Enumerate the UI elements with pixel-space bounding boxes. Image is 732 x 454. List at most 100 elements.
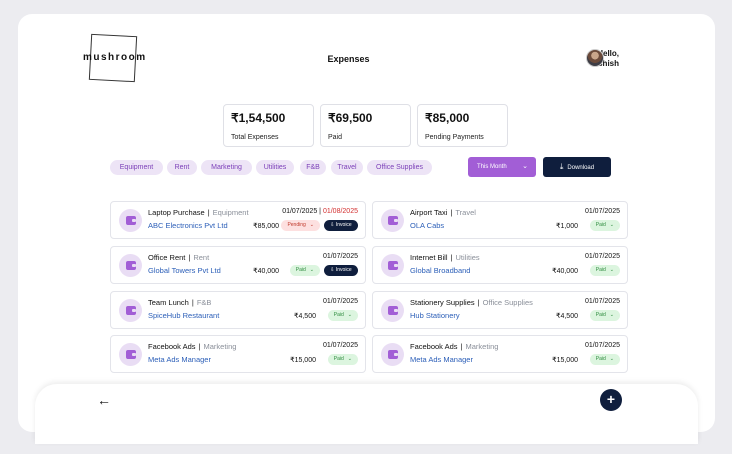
expense-date: 01/07/2025 (584, 342, 620, 349)
plus-icon: + (606, 391, 616, 407)
expense-amount: ₹40,000 (552, 268, 578, 275)
bottom-nav-bar (35, 384, 698, 444)
expense-date: 01/07/2025 (584, 298, 620, 305)
download-button[interactable]: ⤓ Download (543, 157, 611, 177)
greeting-text: Hello, (597, 49, 619, 58)
wallet-icon (381, 209, 404, 232)
expense-title: Internet Bill | Utilities (410, 253, 480, 262)
user-name: Ashish (592, 59, 619, 68)
expense-card[interactable]: Office Rent | Rent Global Towers Pvt Ltd 0… (110, 246, 366, 284)
status-badge[interactable]: Paid ⌄ (327, 354, 358, 365)
expense-card[interactable]: Team Lunch | F&B SpiceHub Restaurant 01/07… (110, 291, 366, 329)
filter-chip-utilities[interactable]: Utilities (256, 160, 294, 175)
chevron-down-icon: ⌄ (609, 356, 614, 362)
expense-date: 01/07/2025 | 01/08/2025 (282, 208, 358, 215)
filter-chip-travel[interactable]: Travel (331, 160, 363, 175)
expense-vendor[interactable]: Meta Ads Manager (410, 355, 473, 364)
chevron-down-icon: ⌄ (609, 312, 614, 318)
expense-amount: ₹15,000 (290, 357, 316, 364)
expense-card[interactable]: Facebook Ads | Marketing Meta Ads Manager … (110, 335, 366, 373)
expense-vendor[interactable]: SpiceHub Restaurant (148, 311, 220, 320)
status-badge[interactable]: Pending ⌄ (281, 220, 320, 231)
stat-pending-payments: ₹85,000 Pending Payments (417, 104, 508, 147)
expense-card[interactable]: Stationery Supplies | Office Supplies Hub … (372, 291, 628, 329)
expense-date: 01/07/2025 (322, 253, 358, 260)
expense-date: 01/07/2025 (322, 342, 358, 349)
filter-chip-rent[interactable]: Rent (167, 160, 197, 175)
wallet-icon (381, 254, 404, 277)
arrow-left-icon[interactable]: ← (97, 392, 111, 408)
wallet-icon (119, 343, 142, 366)
stat-paid: ₹69,500 Paid (320, 104, 411, 147)
expense-date: 01/07/2025 (322, 298, 358, 305)
wallet-icon (119, 209, 142, 232)
brand-logo: mushroom (83, 52, 147, 63)
expense-card[interactable]: Airport Taxi | Travel OLA Cabs 01/07/2025 … (372, 201, 628, 239)
expense-card[interactable]: Laptop Purchase | Equipment ABC Electronic… (110, 201, 366, 239)
wallet-icon (381, 343, 404, 366)
status-badge[interactable]: Paid ⌄ (589, 310, 620, 321)
wallet-icon (119, 299, 142, 322)
expense-title: Airport Taxi | Travel (410, 208, 476, 217)
filter-chip-office-supplies[interactable]: Office Supplies (367, 160, 432, 175)
expense-vendor[interactable]: ABC Electronics Pvt Ltd (148, 221, 228, 230)
expense-amount: ₹4,500 (294, 313, 316, 320)
stat-total-expenses: ₹1,54,500 Total Expenses (223, 104, 314, 147)
period-label: This Month (477, 164, 507, 170)
expense-title: Team Lunch | F&B (148, 298, 212, 307)
stat-amount: ₹85,000 (425, 111, 470, 125)
status-badge[interactable]: Paid ⌄ (327, 310, 358, 321)
status-badge[interactable]: Paid ⌄ (589, 354, 620, 365)
stat-label: Total Expenses (231, 134, 279, 141)
expense-amount: ₹4,500 (556, 313, 578, 320)
expense-title: Stationery Supplies | Office Supplies (410, 298, 533, 307)
expense-amount: ₹40,000 (253, 268, 279, 275)
expense-card[interactable]: Internet Bill | Utilities Global Broadband… (372, 246, 628, 284)
expense-amount: ₹85,000 (253, 223, 279, 230)
expense-vendor[interactable]: Hub Stationery (410, 311, 460, 320)
chevron-down-icon: ⌄ (309, 267, 314, 273)
status-badge[interactable]: Paid ⌄ (289, 265, 320, 276)
expense-title: Office Rent | Rent (148, 253, 210, 262)
stat-amount: ₹1,54,500 (231, 111, 286, 125)
expense-date: 01/07/2025 (584, 208, 620, 215)
invoice-button[interactable]: ⇩ Invoice (324, 265, 358, 276)
download-label: Download (567, 165, 595, 171)
filter-chip-equipment[interactable]: Equipment (110, 160, 163, 175)
stat-label: Paid (328, 134, 343, 141)
period-dropdown[interactable]: This Month ⌄ (468, 157, 536, 177)
page-title: Expenses (327, 54, 370, 64)
filter-chip-marketing[interactable]: Marketing (201, 160, 252, 175)
expense-amount: ₹15,000 (552, 357, 578, 364)
due-date: 01/08/2025 (322, 208, 358, 215)
avatar[interactable] (586, 49, 604, 67)
chevron-down-icon: ⌄ (522, 163, 528, 170)
add-expense-button[interactable]: + (600, 389, 622, 411)
chevron-down-icon: ⌄ (309, 222, 314, 228)
chevron-down-icon: ⌄ (609, 267, 614, 273)
user-greeting: Hello, Ashish (592, 49, 619, 69)
expense-title: Facebook Ads | Marketing (410, 342, 499, 351)
status-badge[interactable]: Paid ⌄ (589, 265, 620, 276)
invoice-button[interactable]: ⇩ Invoice (324, 220, 358, 231)
invoice-icon: ⇩ (330, 222, 336, 228)
chevron-down-icon: ⌄ (347, 356, 352, 362)
chevron-down-icon: ⌄ (347, 312, 352, 318)
expense-vendor[interactable]: Global Towers Pvt Ltd (148, 266, 221, 275)
chevron-down-icon: ⌄ (609, 222, 614, 228)
filter-chip-fnb[interactable]: F&B (300, 160, 326, 175)
expense-vendor[interactable]: Meta Ads Manager (148, 355, 211, 364)
status-badge[interactable]: Paid ⌄ (589, 220, 620, 231)
expense-vendor[interactable]: Global Broadband (410, 266, 471, 275)
expense-vendor[interactable]: OLA Cabs (410, 221, 445, 230)
expense-card[interactable]: Facebook Ads | Marketing Meta Ads Manager … (372, 335, 628, 373)
expense-date: 01/07/2025 (584, 253, 620, 260)
stat-label: Pending Payments (425, 134, 484, 141)
wallet-icon (381, 299, 404, 322)
invoice-icon: ⇩ (330, 267, 336, 273)
expense-title: Laptop Purchase | Equipment (148, 208, 249, 217)
expense-amount: ₹1,000 (556, 223, 578, 230)
wallet-icon (119, 254, 142, 277)
expense-title: Facebook Ads | Marketing (148, 342, 237, 351)
stat-amount: ₹69,500 (328, 111, 373, 125)
